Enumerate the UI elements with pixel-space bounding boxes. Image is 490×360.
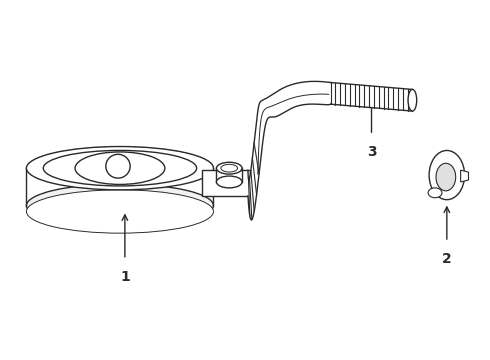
Ellipse shape [217,162,242,174]
Polygon shape [248,81,331,220]
Ellipse shape [106,154,130,178]
Ellipse shape [26,147,214,190]
Ellipse shape [26,184,214,227]
Polygon shape [461,170,468,182]
Ellipse shape [428,188,442,198]
Text: 2: 2 [442,252,452,266]
Ellipse shape [436,163,456,191]
Ellipse shape [217,176,242,188]
Ellipse shape [221,165,238,172]
Ellipse shape [429,150,465,200]
Ellipse shape [43,150,196,186]
Ellipse shape [26,190,214,233]
Text: 3: 3 [367,145,376,159]
Ellipse shape [408,89,416,111]
Text: 1: 1 [120,270,130,284]
Ellipse shape [75,152,165,184]
Polygon shape [331,82,413,111]
Polygon shape [202,170,250,196]
